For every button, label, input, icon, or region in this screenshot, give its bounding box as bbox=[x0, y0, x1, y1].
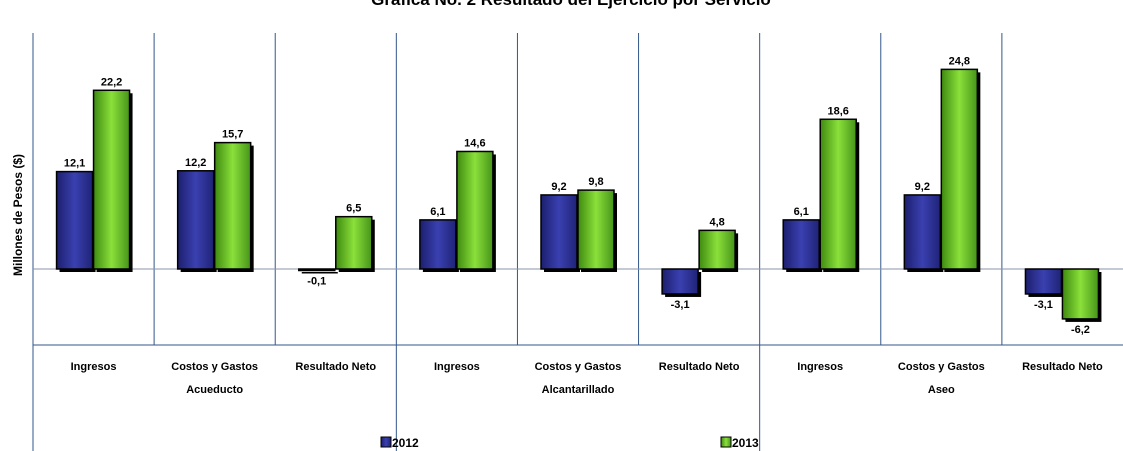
legend: 2012 2013 bbox=[380, 436, 759, 450]
bar-2013-0 bbox=[92, 89, 131, 270]
x-axis: Ingresos Costos y Gastos Resultado Neto Ing… bbox=[71, 361, 1103, 396]
bars-layer bbox=[55, 68, 1102, 322]
data-label: 12,1 bbox=[64, 158, 85, 170]
bar-2013-8 bbox=[1061, 268, 1100, 320]
category-tick-label: Ingresos bbox=[434, 361, 480, 373]
bar-2012-5 bbox=[661, 268, 699, 295]
data-label: 24,8 bbox=[949, 55, 970, 67]
data-label: -3,1 bbox=[1034, 299, 1053, 311]
legend-label-2013: 2013 bbox=[732, 436, 759, 450]
legend-swatch-2012 bbox=[380, 436, 392, 448]
data-label: 9,8 bbox=[588, 176, 603, 188]
data-label: 9,2 bbox=[915, 181, 930, 193]
legend-label-2012: 2012 bbox=[392, 436, 419, 450]
bar-2012-2 bbox=[298, 268, 336, 272]
data-label: 14,6 bbox=[464, 137, 485, 149]
category-tick-label: Costos y Gastos bbox=[535, 361, 622, 373]
data-label: 12,2 bbox=[185, 157, 206, 169]
category-tick-label: Ingresos bbox=[797, 361, 843, 373]
bar-shadow bbox=[301, 272, 338, 274]
chart-title: Gráfica No. 2 Resultado del Ejercicio po… bbox=[371, 0, 771, 9]
bar-2013-2 bbox=[335, 215, 373, 270]
category-tick-label: Costos y Gastos bbox=[898, 361, 985, 373]
data-label: 9,2 bbox=[551, 181, 566, 193]
group-label: Alcantarillado bbox=[542, 384, 615, 396]
category-tick-label: Resultado Neto bbox=[1022, 361, 1103, 373]
data-label: 18,6 bbox=[828, 105, 849, 117]
category-tick-label: Ingresos bbox=[71, 361, 117, 373]
group-label: Acueducto bbox=[186, 384, 243, 396]
bar-2012-4 bbox=[540, 194, 578, 270]
bar-2012-1 bbox=[176, 170, 215, 270]
data-label: 6,5 bbox=[346, 203, 361, 215]
bar-2012-6 bbox=[782, 219, 820, 270]
data-label: 6,1 bbox=[794, 206, 809, 218]
bar-2012-8 bbox=[1024, 268, 1063, 295]
legend-swatch-2013 bbox=[720, 436, 732, 448]
category-tick-label: Costos y Gastos bbox=[171, 361, 258, 373]
category-tick-label: Resultado Neto bbox=[659, 361, 740, 373]
data-label: 22,2 bbox=[101, 76, 122, 88]
bar-2013-6 bbox=[819, 118, 857, 270]
bar-2013-7 bbox=[940, 68, 979, 270]
data-label: 4,8 bbox=[709, 216, 724, 228]
bar-2013-4 bbox=[577, 189, 615, 270]
data-label: -3,1 bbox=[671, 299, 690, 311]
bar-2012-0 bbox=[55, 170, 94, 270]
data-labels-layer: 12,1 22,2 12,2 15,7 -0,1 6,5 6,1 14,6 9,2 9,8 -3,1… bbox=[64, 55, 1090, 336]
bar-2013-5 bbox=[698, 229, 736, 270]
data-label: -0,1 bbox=[307, 276, 326, 288]
data-label: 15,7 bbox=[222, 129, 243, 141]
y-axis-label: Millones de Pesos ($) bbox=[11, 154, 25, 276]
data-label: 6,1 bbox=[430, 206, 445, 218]
bar-2013-1 bbox=[213, 141, 252, 270]
bar-2012-3 bbox=[419, 219, 457, 270]
category-tick-label: Resultado Neto bbox=[295, 361, 376, 373]
data-label: -6,2 bbox=[1071, 324, 1090, 336]
bar-2012-7 bbox=[903, 194, 942, 270]
bar-2013-3 bbox=[456, 150, 494, 270]
group-label: Aseo bbox=[928, 384, 955, 396]
